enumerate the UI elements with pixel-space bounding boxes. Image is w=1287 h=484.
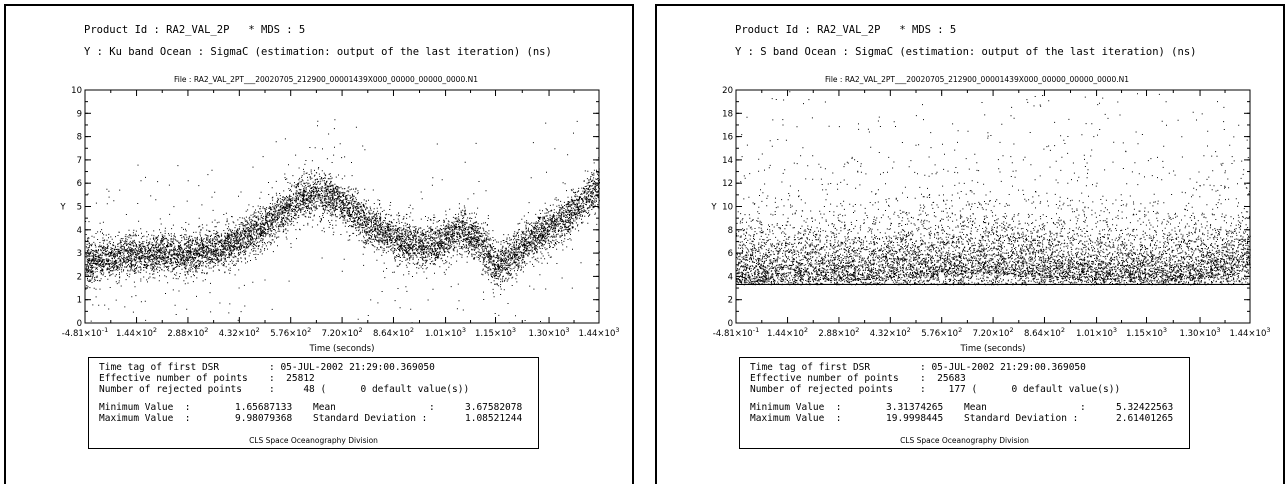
effective-points-value: : 25683 xyxy=(920,373,966,384)
x-tick-label: 7.20×102 xyxy=(322,326,363,339)
time-tag-value: : 05-JUL-2002 21:29:00.369050 xyxy=(269,362,435,373)
x-tick-label: 2.88×102 xyxy=(818,326,859,339)
rejected-points-value: : 177 ( 0 default value(s)) xyxy=(920,384,1121,395)
y-tick-label: 3 xyxy=(77,249,82,259)
min-value: 3.31374265 xyxy=(886,402,944,413)
y-tick-label: 8 xyxy=(728,226,733,236)
y-tick-label: 12 xyxy=(722,179,733,189)
min-value-label: Minimum Value : xyxy=(750,402,842,413)
y-tick-label: 16 xyxy=(722,133,733,143)
left-plot-panel: Product Id : RA2_VAL_2P * MDS : 5 Y : Ku… xyxy=(4,4,634,484)
file-label: File : RA2_VAL_2PT___20020705_212900_000… xyxy=(825,75,1129,84)
time-tag-value: : 05-JUL-2002 21:29:00.369050 xyxy=(920,362,1086,373)
std-dev-label: Standard Deviation : xyxy=(313,413,428,424)
y-tick-label: 18 xyxy=(722,109,733,119)
scatter-plot-ku: 0 1 2 3 4 5 6 7 8 9 10 -4.81×10-1 1.44×102 2.88×102 4.… xyxy=(59,86,619,354)
min-value-label: Minimum Value : xyxy=(99,402,191,413)
y-tick-label: 0 xyxy=(77,319,82,329)
y-tick-label: 2 xyxy=(77,272,82,282)
x-tick-label: -4.81×10-1 xyxy=(62,326,108,339)
x-tick-label: 1.30×103 xyxy=(529,326,570,339)
x-tick-label: 1.44×103 xyxy=(1229,326,1270,339)
min-value: 1.65687133 xyxy=(235,402,293,413)
statistics-box: Time tag of first DSR : 05-JUL-2002 21:2… xyxy=(739,357,1190,449)
x-axis-label: Time (seconds) xyxy=(309,344,375,354)
x-tick-label: 1.01×103 xyxy=(1076,326,1117,339)
x-tick-label: 1.30×103 xyxy=(1180,326,1221,339)
rejected-points-label: Number of rejected points xyxy=(750,384,893,395)
plot-frame xyxy=(735,89,1251,324)
product-id-line: Product Id : RA2_VAL_2P * MDS : 5 xyxy=(735,24,957,36)
statistics-box: Time tag of first DSR : 05-JUL-2002 21:2… xyxy=(88,357,539,449)
y-tick-label: 0 xyxy=(728,319,733,329)
y-tick-label: 10 xyxy=(722,203,733,213)
y-tick-label: 4 xyxy=(728,272,733,282)
y-tick-label: 7 xyxy=(77,156,82,166)
time-tag-label: Time tag of first DSR xyxy=(750,362,871,373)
mean-label: Mean xyxy=(964,402,987,413)
mean-value: 5.32422563 xyxy=(1116,402,1174,413)
scatter-points xyxy=(85,119,601,324)
x-tick-label: 4.32×102 xyxy=(219,326,260,339)
effective-points-value: : 25812 xyxy=(269,373,315,384)
y-tick-label: 9 xyxy=(77,109,82,119)
y-tick-label: 20 xyxy=(722,86,733,96)
x-tick-label: -4.81×10-1 xyxy=(713,326,759,339)
mean-value: 3.67582078 xyxy=(465,402,523,413)
y-tick-label: 14 xyxy=(722,156,733,166)
x-tick-label: 1.44×102 xyxy=(767,326,808,339)
max-value-label: Maximum Value : xyxy=(750,413,842,424)
max-value-label: Maximum Value : xyxy=(99,413,191,424)
x-tick-label: 7.20×102 xyxy=(973,326,1014,339)
x-tick-label: 1.01×103 xyxy=(425,326,466,339)
plot-frame xyxy=(84,89,600,324)
std-dev-label: Standard Deviation : xyxy=(964,413,1079,424)
x-tick-label: 1.15×103 xyxy=(475,326,516,339)
rejected-points-label: Number of rejected points xyxy=(99,384,242,395)
scatter-plot-s: 0 2 4 6 8 10 12 14 16 18 20 -4.81×10-1 1.44×102 2.88×… xyxy=(710,86,1270,354)
time-tag-label: Time tag of first DSR xyxy=(99,362,220,373)
std-dev-value: 1.08521244 xyxy=(465,413,523,424)
right-plot-panel: Product Id : RA2_VAL_2P * MDS : 5 Y : S … xyxy=(655,4,1285,484)
scatter-points xyxy=(736,91,1251,286)
x-tick-label: 1.44×103 xyxy=(578,326,619,339)
std-dev-value: 2.61401265 xyxy=(1116,413,1174,424)
y-tick-label: 5 xyxy=(77,203,82,213)
x-tick-label: 1.15×103 xyxy=(1126,326,1167,339)
y-description-line: Y : S band Ocean : SigmaC (estimation: o… xyxy=(735,46,1197,58)
x-tick-label: 5.76×102 xyxy=(270,326,311,339)
x-tick-label: 2.88×102 xyxy=(167,326,208,339)
y-axis-label: Y xyxy=(710,203,717,213)
file-label: File : RA2_VAL_2PT___20020705_212900_000… xyxy=(174,75,478,84)
y-tick-label: 6 xyxy=(728,249,733,259)
effective-points-label: Effective number of points xyxy=(750,373,899,384)
max-value: 19.9998445 xyxy=(886,413,944,424)
mean-label: Mean xyxy=(313,402,336,413)
y-tick-label: 2 xyxy=(728,296,733,306)
x-tick-label: 8.64×102 xyxy=(373,326,414,339)
mean-colon: : xyxy=(1080,402,1086,413)
x-tick-label: 1.44×102 xyxy=(116,326,157,339)
x-tick-label: 4.32×102 xyxy=(870,326,911,339)
rejected-points-value: : 48 ( 0 default value(s)) xyxy=(269,384,470,395)
y-tick-label: 10 xyxy=(71,86,82,96)
x-tick-label: 8.64×102 xyxy=(1024,326,1065,339)
effective-points-label: Effective number of points xyxy=(99,373,248,384)
y-tick-label: 4 xyxy=(77,226,82,236)
credit-line: CLS Space Oceanography Division xyxy=(900,436,1029,445)
y-tick-label: 1 xyxy=(77,296,82,306)
y-tick-label: 6 xyxy=(77,179,82,189)
product-id-line: Product Id : RA2_VAL_2P * MDS : 5 xyxy=(84,24,306,36)
mean-colon: : xyxy=(429,402,435,413)
y-description-line: Y : Ku band Ocean : SigmaC (estimation: … xyxy=(84,46,552,58)
y-axis-label: Y xyxy=(59,203,66,213)
y-tick-label: 8 xyxy=(77,133,82,143)
x-axis-label: Time (seconds) xyxy=(960,344,1026,354)
x-tick-label: 5.76×102 xyxy=(921,326,962,339)
max-value: 9.98079368 xyxy=(235,413,293,424)
credit-line: CLS Space Oceanography Division xyxy=(249,436,378,445)
